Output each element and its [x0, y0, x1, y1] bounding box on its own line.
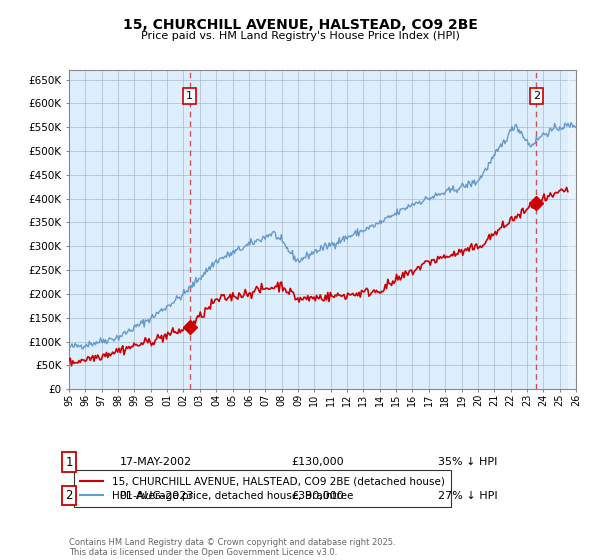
Text: 15, CHURCHILL AVENUE, HALSTEAD, CO9 2BE: 15, CHURCHILL AVENUE, HALSTEAD, CO9 2BE [122, 18, 478, 32]
Text: 1: 1 [65, 455, 73, 469]
Text: 2: 2 [533, 91, 540, 101]
Bar [568, 70, 576, 389]
Text: 17-MAY-2002: 17-MAY-2002 [120, 457, 192, 467]
Text: 27% ↓ HPI: 27% ↓ HPI [438, 491, 498, 501]
Legend: 15, CHURCHILL AVENUE, HALSTEAD, CO9 2BE (detached house), HPI: Average price, de: 15, CHURCHILL AVENUE, HALSTEAD, CO9 2BE … [74, 470, 451, 507]
Text: £390,000: £390,000 [292, 491, 344, 501]
Text: Price paid vs. HM Land Registry's House Price Index (HPI): Price paid vs. HM Land Registry's House … [140, 31, 460, 41]
Text: £130,000: £130,000 [292, 457, 344, 467]
Text: 1: 1 [186, 91, 193, 101]
Text: 35% ↓ HPI: 35% ↓ HPI [439, 457, 497, 467]
Text: 2: 2 [65, 489, 73, 502]
Text: Contains HM Land Registry data © Crown copyright and database right 2025.
This d: Contains HM Land Registry data © Crown c… [69, 538, 395, 557]
Text: 01-AUG-2023: 01-AUG-2023 [119, 491, 193, 501]
